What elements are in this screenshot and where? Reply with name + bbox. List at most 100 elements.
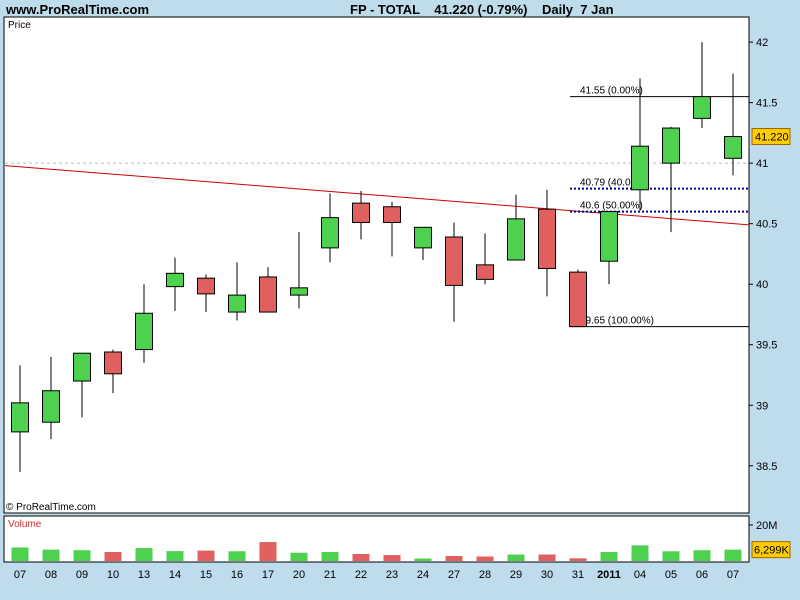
volume-bar	[73, 550, 91, 561]
price-tick-label: 42	[756, 37, 768, 49]
price-tick-label: 39	[756, 400, 768, 412]
date-tick-label: 07	[14, 569, 26, 581]
date-tick-label: 30	[541, 569, 553, 581]
price-axis: 38.5 39 39.5 40 40.5 41 41.5 42	[749, 37, 777, 473]
date-tick-label: 22	[355, 569, 367, 581]
candle-down	[352, 202, 370, 223]
fib-level-label: 39.65 (100.00%)	[580, 316, 654, 327]
volume-bar	[476, 556, 494, 561]
candle-up	[414, 226, 432, 249]
volume-bar	[135, 548, 153, 561]
date-tick-label: 28	[479, 569, 491, 581]
trendline-path	[4, 165, 750, 226]
date-axis: 07 08 09 10 13 14 15 16 17 20 21 22 23 24 27 28 29 30 31 20…	[14, 569, 739, 581]
candlestick-series	[11, 42, 742, 472]
volume-bar	[538, 554, 556, 561]
date-tick-label: 06	[696, 569, 708, 581]
volume-bar	[569, 558, 587, 561]
candle-up	[42, 390, 60, 423]
volume-bar	[42, 549, 60, 561]
last-volume-tag	[751, 541, 791, 559]
price-tick-label: 41.5	[756, 98, 777, 110]
volume-bar	[11, 547, 29, 561]
volume-bar	[352, 553, 370, 561]
candle-up	[662, 127, 680, 164]
last-value-tags: 41.220 6,299K	[751, 128, 791, 559]
candle-up	[693, 96, 711, 119]
fib-level-label: 41.55 (0.00%)	[580, 86, 643, 97]
candle-down	[445, 236, 463, 286]
period-label: Daily 7 Jan	[541, 2, 614, 17]
candle-up	[228, 294, 246, 313]
date-tick-label: 09	[76, 569, 88, 581]
price-tick-label: 40.5	[756, 219, 777, 231]
volume-tick-label: 20M	[756, 520, 777, 532]
last-volume-tag-label: 6,299K	[754, 545, 790, 557]
date-tick-label: 04	[634, 569, 646, 581]
candle-up	[73, 352, 91, 382]
volume-bars	[11, 542, 742, 561]
candle-down	[538, 208, 556, 269]
date-tick-label: 15	[200, 569, 212, 581]
volume-panel	[3, 515, 750, 563]
price-tick-label: 38.5	[756, 461, 777, 473]
date-tick-label: 10	[107, 569, 119, 581]
date-tick-label: 23	[386, 569, 398, 581]
price-tick-label: 39.5	[756, 340, 777, 352]
volume-bar	[197, 550, 215, 561]
volume-bar	[290, 552, 308, 561]
chart-header: FP - TOTAL 41.220 (-0.79%) Daily 7 Jan	[350, 2, 614, 17]
instrument-name: FP - TOTAL	[350, 2, 420, 17]
fib-level-label: 40.79 (40.00%)	[580, 178, 648, 189]
price-panel	[3, 16, 750, 514]
candle-down	[259, 276, 277, 313]
volume-bar	[414, 558, 432, 561]
volume-panel-label: Volume	[8, 519, 42, 530]
date-tick-label: 21	[324, 569, 336, 581]
candle-down	[383, 206, 401, 223]
volume-bar	[507, 554, 525, 561]
candle-up	[290, 287, 308, 296]
date-tick-label: 08	[45, 569, 57, 581]
date-tick-label: 13	[138, 569, 150, 581]
trendline	[4, 165, 750, 226]
candle-up	[600, 211, 618, 262]
volume-bar	[321, 552, 339, 561]
candle-down	[197, 277, 215, 295]
volume-bar	[600, 552, 618, 561]
date-tick-label: 14	[169, 569, 181, 581]
volume-bar	[445, 555, 463, 561]
price-panel-label: Price	[8, 20, 31, 31]
last-price-tag	[751, 128, 791, 146]
volume-bar	[631, 545, 649, 561]
candle-up	[507, 218, 525, 261]
volume-bar	[104, 552, 122, 561]
fibonacci-levels: 41.55 (0.00%) 40.79 (40.00%) 40.6 (50.00%)…	[570, 86, 749, 328]
site-name[interactable]: www.ProRealTime.com	[6, 2, 150, 17]
candle-up	[166, 272, 184, 288]
candle-up	[321, 217, 339, 249]
date-tick-label: 2011	[597, 569, 621, 581]
fib-level-label: 40.6 (50.00%)	[580, 201, 643, 212]
candle-down	[476, 264, 494, 280]
volume-bar	[259, 542, 277, 561]
date-tick-label: 17	[262, 569, 274, 581]
candle-up	[11, 402, 29, 433]
copyright-label: © ProRealTime.com	[6, 502, 96, 513]
volume-bar	[228, 551, 246, 561]
last-price-tag-label: 41.220	[755, 132, 789, 144]
price-tick-label: 40	[756, 279, 768, 291]
last-price-change: 41.220 (-0.79%)	[434, 2, 528, 17]
date-tick-label: 29	[510, 569, 522, 581]
candle-up	[631, 145, 649, 191]
date-tick-label: 16	[231, 569, 243, 581]
candle-down	[104, 351, 122, 375]
volume-bar	[693, 550, 711, 561]
date-tick-label: 31	[572, 569, 584, 581]
volume-bar	[166, 551, 184, 561]
date-tick-label: 24	[417, 569, 429, 581]
date-tick-label: 20	[293, 569, 305, 581]
price-tick-label: 41	[756, 158, 768, 170]
date-tick-label: 27	[448, 569, 460, 581]
